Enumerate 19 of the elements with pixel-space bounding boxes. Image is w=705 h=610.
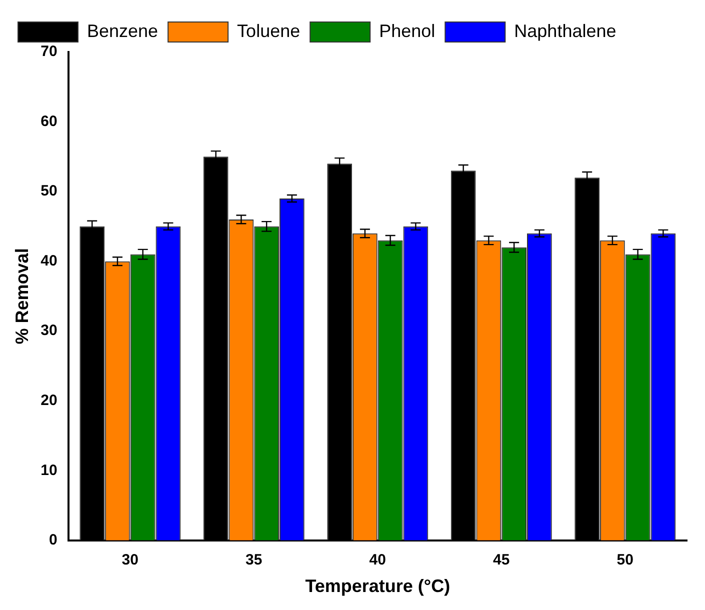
legend-label: Phenol: [379, 20, 436, 41]
legend-label: Benzene: [87, 20, 158, 41]
y-tick-label: 10: [40, 462, 58, 479]
y-tick-label: 40: [40, 252, 58, 270]
y-tick-label: 30: [40, 322, 58, 340]
x-tick-label: 30: [122, 552, 138, 569]
y-axis-title: % Removal: [12, 248, 32, 344]
legend-label: Naphthalene: [514, 20, 616, 41]
x-tick-label: 40: [369, 552, 386, 569]
x-tick-label: 45: [493, 552, 510, 569]
x-tick-label: 35: [246, 552, 262, 569]
y-tick-label: 20: [40, 392, 58, 409]
x-tick-label: 50: [616, 552, 634, 569]
legend-label: Toluene: [237, 20, 300, 41]
y-tick-label: 50: [40, 182, 58, 200]
x-axis-title: Temperature (°C): [305, 576, 450, 596]
y-tick-label: 60: [40, 112, 58, 130]
y-tick-label: 0: [48, 532, 58, 549]
y-tick-label: 70: [40, 43, 58, 60]
